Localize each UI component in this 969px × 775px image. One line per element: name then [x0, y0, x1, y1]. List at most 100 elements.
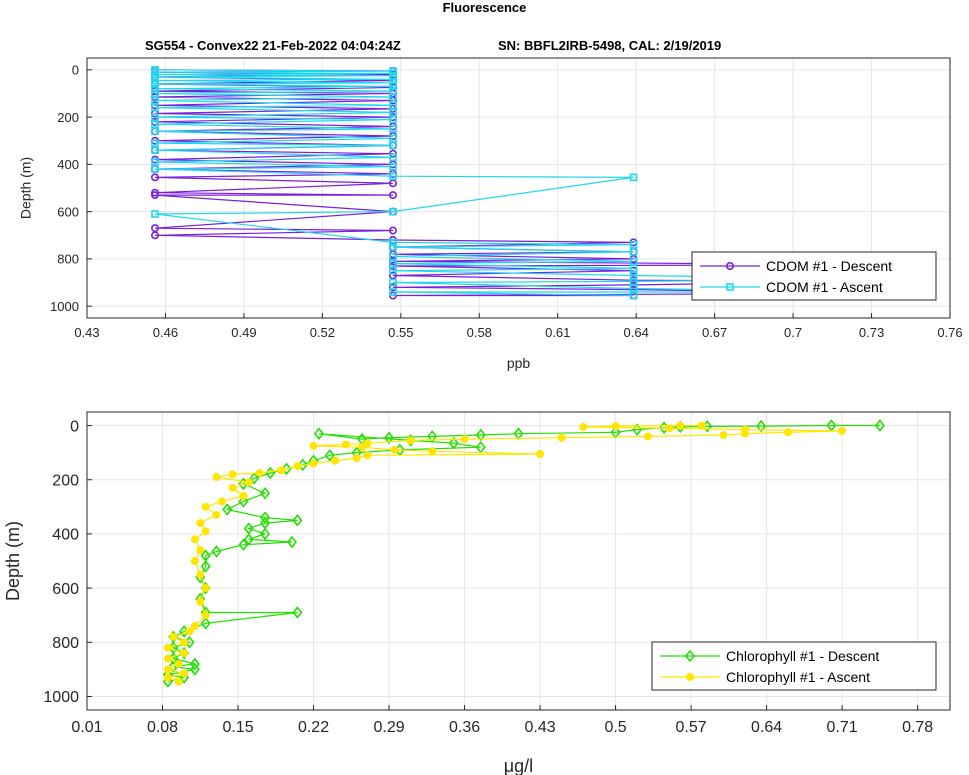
data-point	[309, 459, 318, 468]
data-point	[629, 173, 638, 182]
data-point	[389, 266, 397, 275]
data-point	[151, 89, 159, 98]
data-point	[169, 632, 178, 641]
data-point	[629, 248, 638, 256]
data-point	[151, 127, 159, 136]
data-point	[389, 141, 397, 150]
y-tick-label: 800	[52, 635, 79, 652]
data-point	[697, 421, 706, 430]
x-tick-label: 0.71	[827, 719, 858, 736]
data-point	[629, 271, 638, 280]
data-point	[190, 557, 199, 565]
data-point	[384, 431, 395, 445]
data-point	[297, 458, 308, 472]
data-point	[448, 436, 459, 450]
legend-entry: CDOM #1 - Ascent	[766, 279, 883, 295]
legend-marker	[686, 673, 694, 681]
series-1	[151, 66, 876, 300]
x-tick-label: 0.64	[624, 325, 649, 340]
x-tick-label: 0.5	[604, 719, 626, 736]
data-point	[388, 283, 397, 292]
data-point	[150, 231, 159, 240]
data-point	[389, 134, 397, 143]
data-point	[292, 606, 303, 619]
data-point	[341, 440, 350, 449]
data-point	[389, 125, 397, 133]
data-point	[228, 483, 237, 492]
data-point	[292, 514, 303, 527]
x-tick-label: 0.55	[388, 325, 413, 340]
legend: CDOM #1 - Descent CDOM #1 - Ascent	[691, 251, 937, 301]
y-tick-label: 400	[52, 527, 79, 544]
data-point	[238, 538, 249, 552]
data-point	[643, 432, 652, 441]
x-tick-label: 0.36	[449, 719, 480, 736]
data-point	[200, 560, 211, 573]
data-point	[293, 462, 302, 471]
data-point	[190, 622, 199, 631]
data-point	[629, 240, 638, 249]
data-point	[389, 259, 397, 268]
data-point	[151, 165, 159, 173]
data-point	[174, 677, 183, 686]
data-point	[189, 657, 200, 671]
data-point	[388, 179, 397, 188]
data-point	[389, 101, 397, 110]
x-tick-label: 0.08	[147, 719, 178, 736]
data-point	[180, 669, 189, 678]
data-point	[389, 243, 397, 251]
data-point	[388, 191, 397, 200]
x-tick-label: 0.46	[153, 325, 178, 340]
x-tick-label: 0.29	[373, 719, 404, 736]
x-tick-label: 0.57	[676, 719, 707, 736]
data-point	[784, 428, 793, 437]
data-point	[389, 67, 397, 75]
chlorophyll-plot: 0.01 0.08 0.15 0.22 0.29 0.36 0.43 0.5 0.57 0.64 0…	[3, 411, 951, 775]
y-tick-label: 200	[57, 110, 79, 125]
data-point	[281, 462, 292, 476]
data-point	[313, 427, 324, 440]
y-tick-label: 0	[72, 62, 79, 77]
data-point	[196, 546, 205, 555]
data-point	[719, 431, 728, 440]
figure-subtitle-left: SG554 - Convex22 21-Feb-2022 04:04:24Z	[145, 38, 401, 53]
data-point	[741, 425, 750, 434]
x-tick-label: 0.43	[74, 325, 99, 340]
data-point	[277, 466, 286, 475]
data-point	[460, 435, 469, 444]
data-point	[756, 419, 767, 433]
data-point	[388, 271, 397, 280]
data-point	[352, 454, 361, 463]
data-point	[331, 456, 340, 465]
data-point	[611, 422, 620, 431]
data-point	[324, 449, 335, 462]
x-tick-label: 0.76	[937, 325, 962, 340]
axes-frame	[86, 57, 951, 319]
x-tick-label: 0.52	[310, 325, 335, 340]
data-point	[309, 441, 318, 450]
figure-title: Fluorescence	[442, 0, 527, 15]
data-point	[222, 503, 233, 516]
x-tick-label: 0.7	[784, 325, 802, 340]
series-1	[163, 421, 847, 686]
axes-frame	[86, 411, 951, 711]
data-point	[150, 173, 159, 182]
y-tick-label: 1000	[50, 299, 79, 314]
figure-subtitle-right: SN: BBFL2IRB-5498, CAL: 2/19/2019	[498, 38, 722, 53]
data-point	[163, 673, 172, 682]
data-point	[151, 158, 159, 166]
data-point	[150, 191, 159, 200]
data-point	[163, 654, 172, 663]
x-tick-label: 0.01	[71, 719, 102, 736]
data-point	[201, 502, 210, 511]
data-point	[201, 584, 210, 593]
data-point	[249, 472, 260, 485]
legend-entry: Chlorophyll #1 - Descent	[726, 648, 879, 664]
data-point	[151, 120, 159, 128]
series-line	[154, 69, 872, 297]
data-point	[874, 419, 885, 432]
data-point	[358, 443, 367, 452]
data-point	[406, 436, 415, 445]
data-point	[389, 87, 397, 95]
data-point	[185, 627, 194, 636]
